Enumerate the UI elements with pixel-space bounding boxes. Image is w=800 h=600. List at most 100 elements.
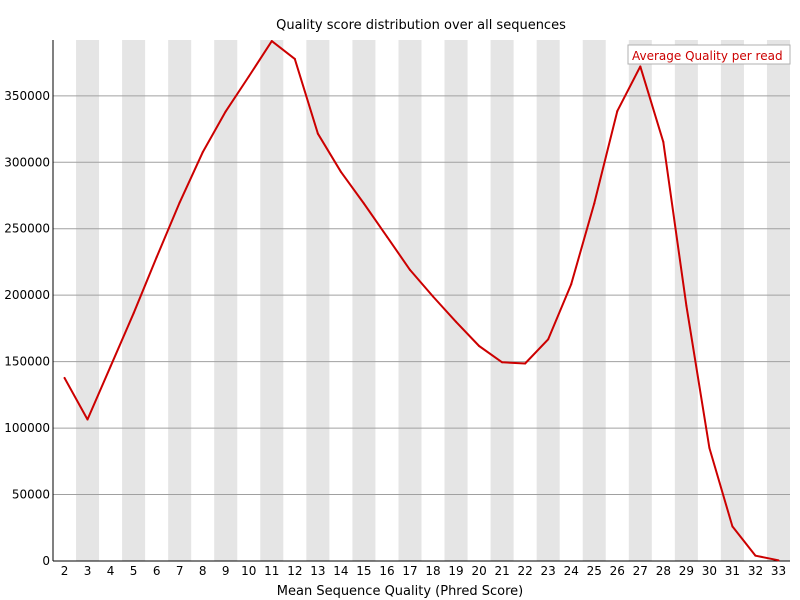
series-line-0	[63, 40, 779, 562]
band-25	[582, 40, 606, 561]
gridlines	[53, 95, 790, 496]
x-tick-label: 9	[222, 564, 230, 578]
data-point-25	[593, 202, 596, 205]
data-point-30	[708, 447, 711, 450]
x-tick-label: 14	[333, 564, 348, 578]
band-23	[536, 40, 560, 561]
band-15	[352, 40, 376, 561]
y-tick-label: 50000	[12, 488, 50, 502]
x-tick-label: 6	[153, 564, 161, 578]
band-7	[168, 40, 192, 561]
y-tick-label: 250000	[4, 222, 50, 236]
y-tick-label: 150000	[4, 355, 50, 369]
data-point-16	[385, 235, 388, 238]
band-33	[766, 40, 790, 561]
data-point-18	[432, 295, 435, 298]
axes	[52, 40, 790, 562]
data-point-26	[616, 110, 619, 113]
x-tick-label: 15	[356, 564, 371, 578]
data-point-24	[570, 283, 573, 286]
x-tick-label: 16	[379, 564, 394, 578]
x-tick-label: 12	[287, 564, 302, 578]
band-31	[720, 40, 744, 561]
x-tick-label: 19	[448, 564, 463, 578]
data-point-4	[109, 365, 112, 368]
data-point-11	[270, 40, 273, 43]
data-point-7	[178, 201, 181, 204]
band-11	[260, 40, 284, 561]
data-point-15	[362, 202, 365, 205]
y-tick-labels: 0 50000 100000 150000 200000 250000 300000 3500…	[4, 89, 50, 568]
x-tick-label: 18	[425, 564, 440, 578]
data-point-3	[86, 418, 89, 421]
column-bands	[76, 40, 790, 561]
x-tick-label: 28	[656, 564, 671, 578]
x-tick-label: 13	[310, 564, 325, 578]
legend-box	[627, 44, 791, 65]
data-point-21	[501, 361, 504, 364]
legend: Average Quality per read	[627, 44, 791, 65]
x-tick-label: 21	[494, 564, 509, 578]
band-13	[306, 40, 330, 561]
band-3	[76, 40, 100, 561]
data-point-31	[731, 525, 734, 528]
x-tick-labels: 2 3 4 5 6 7 8 9 10 11 12 13 14 15 16 17 18 19 20 21 22 23 24 25…	[61, 564, 786, 578]
x-tick-label: 10	[241, 564, 256, 578]
series-layer	[63, 40, 780, 562]
x-tick-label: 20	[471, 564, 486, 578]
legend-entry: Average Quality per read	[632, 49, 783, 63]
data-point-32	[754, 554, 757, 557]
band-17	[398, 40, 422, 561]
x-tick-label: 7	[176, 564, 184, 578]
data-point-2	[63, 376, 66, 379]
x-tick-label: 17	[402, 564, 417, 578]
x-tick-label: 24	[564, 564, 579, 578]
data-point-12	[293, 57, 296, 60]
data-point-27	[639, 65, 642, 68]
data-point-33	[777, 559, 780, 562]
data-point-14	[339, 170, 342, 173]
x-tick-label: 31	[725, 564, 740, 578]
x-tick-label: 11	[264, 564, 279, 578]
band-9	[214, 40, 238, 561]
y-tick-label: 200000	[4, 288, 50, 302]
x-tick-label: 26	[610, 564, 625, 578]
band-27	[628, 40, 652, 561]
y-tick-label: 300000	[4, 155, 50, 169]
data-point-17	[408, 268, 411, 271]
band-19	[444, 40, 468, 561]
x-tick-label: 29	[679, 564, 694, 578]
data-point-8	[201, 151, 204, 154]
x-tick-label: 30	[702, 564, 717, 578]
data-point-9	[224, 110, 227, 113]
data-point-5	[132, 312, 135, 315]
chart-title: Quality score distribution over all sequ…	[276, 18, 566, 33]
x-tick-label: 5	[130, 564, 138, 578]
x-tick-label: 22	[518, 564, 533, 578]
data-point-13	[316, 132, 319, 135]
data-point-22	[524, 362, 527, 365]
x-tick-label: 23	[541, 564, 556, 578]
x-tick-label: 27	[633, 564, 648, 578]
data-point-29	[685, 304, 688, 307]
x-axis-label: Mean Sequence Quality (Phred Score)	[277, 584, 523, 599]
x-tick-label: 33	[771, 564, 786, 578]
x-tick-label: 4	[107, 564, 115, 578]
x-tick-label: 25	[587, 564, 602, 578]
data-point-6	[155, 256, 158, 259]
band-21	[490, 40, 514, 561]
band-5	[122, 40, 146, 561]
x-tick-label: 3	[84, 564, 92, 578]
x-tick-label: 8	[199, 564, 207, 578]
data-point-28	[662, 140, 665, 143]
data-point-10	[247, 75, 250, 78]
x-tick-label: 32	[748, 564, 763, 578]
data-point-20	[478, 344, 481, 347]
y-tick-label: 0	[42, 554, 50, 568]
data-point-19	[455, 320, 458, 323]
x-tick-label: 2	[61, 564, 69, 578]
y-tick-label: 100000	[4, 421, 50, 435]
data-point-23	[547, 338, 550, 341]
y-tick-label: 350000	[4, 89, 50, 103]
